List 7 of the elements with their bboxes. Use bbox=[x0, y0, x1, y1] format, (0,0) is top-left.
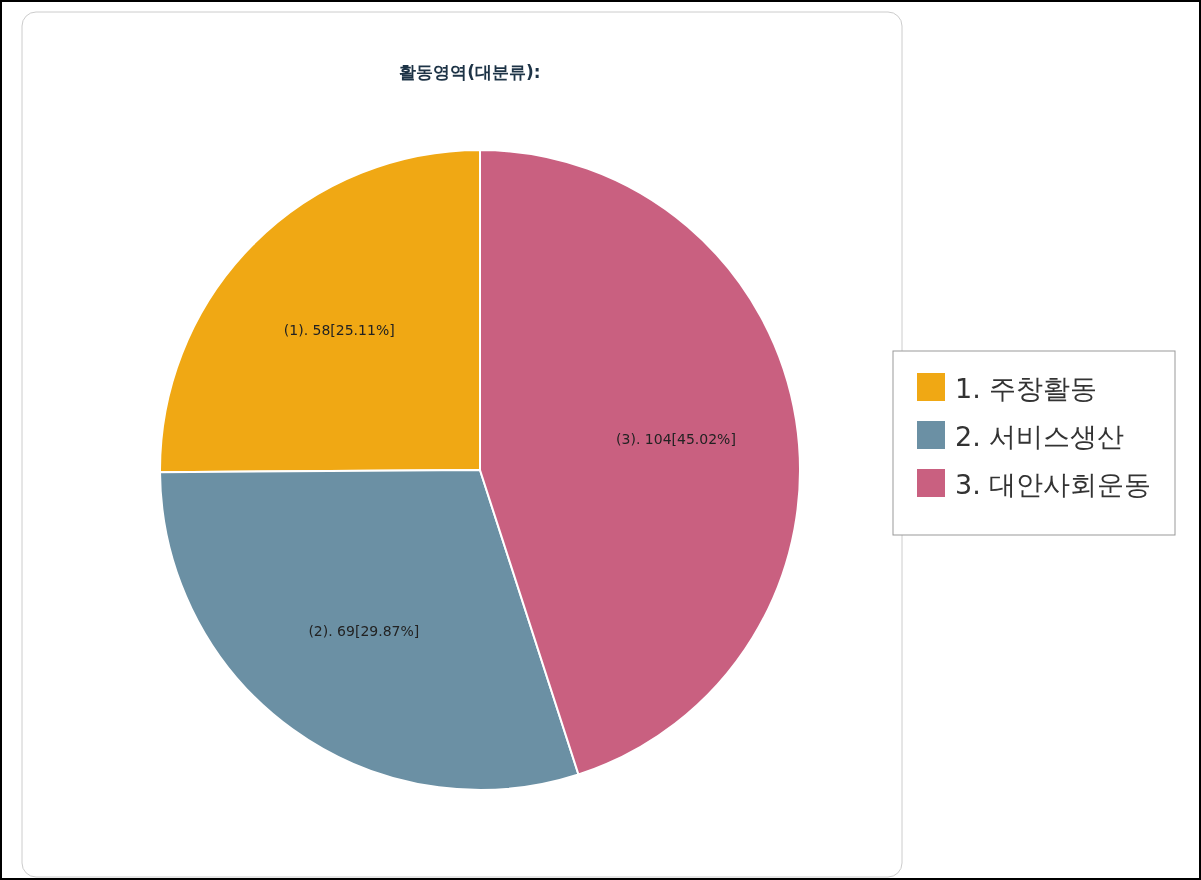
legend-label: 2. 서비스생산 bbox=[955, 421, 1125, 452]
data-label: (2). 69[29.87%] bbox=[308, 622, 420, 639]
legend-label: 3. 대안사회운동 bbox=[955, 469, 1152, 500]
data-label: (1). 58[25.11%] bbox=[283, 322, 395, 339]
legend-label: 1. 주창활동 bbox=[955, 373, 1098, 404]
data-label: (3). 104[45.02%] bbox=[616, 431, 736, 448]
chart-title: 활동영역(대분류): bbox=[399, 62, 541, 82]
